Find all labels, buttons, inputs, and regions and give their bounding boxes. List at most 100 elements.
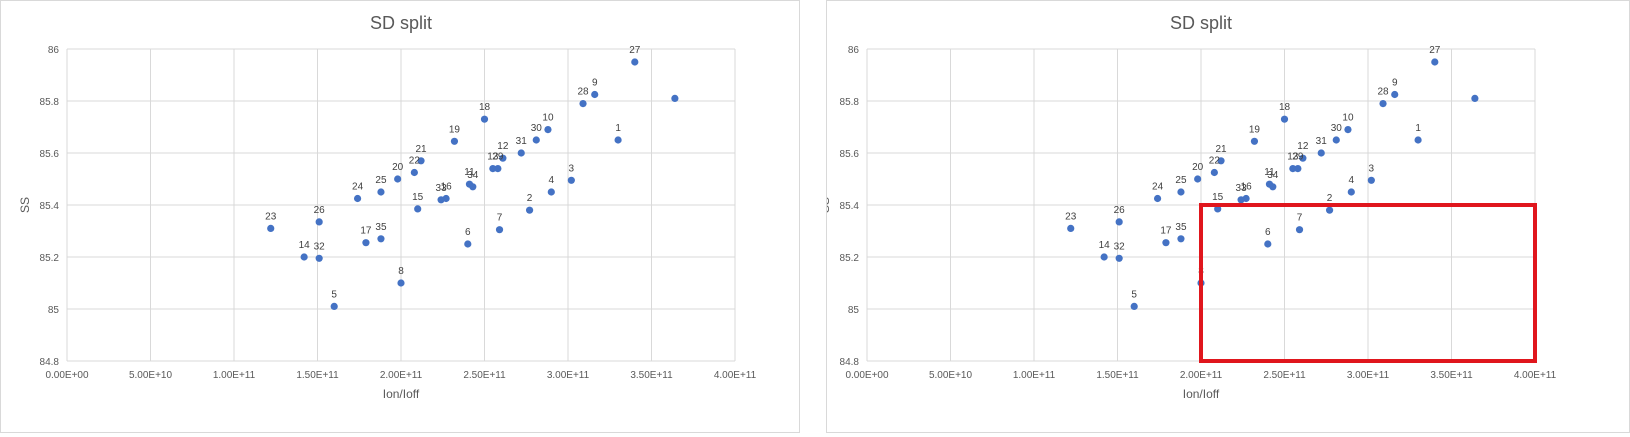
- point-label: 33: [1236, 183, 1248, 194]
- scatter-point: [1414, 136, 1422, 144]
- point-label: 21: [415, 144, 427, 155]
- point-label: 5: [331, 289, 337, 300]
- point-label: 35: [1175, 222, 1187, 233]
- scatter-point: [1264, 240, 1272, 248]
- point-label: 19: [449, 124, 461, 135]
- point-label: 8: [398, 266, 404, 277]
- point-label: 7: [1297, 213, 1303, 224]
- scatter-point: [410, 168, 418, 177]
- y-tick-label: 85.6: [40, 149, 60, 160]
- point-label: 12: [497, 141, 509, 152]
- point-label: 20: [392, 162, 404, 173]
- x-tick-label: 0.00E+00: [845, 370, 889, 381]
- point-label: 11: [464, 167, 475, 178]
- point-label: 22: [409, 156, 421, 167]
- point-label: 3: [1369, 163, 1375, 174]
- y-tick-label: 86: [48, 45, 60, 56]
- point-label: 27: [629, 45, 641, 56]
- scatter-point: [1214, 205, 1222, 213]
- point-label: 24: [352, 182, 364, 193]
- scatter-point: [330, 302, 338, 310]
- point-label: 10: [542, 113, 554, 124]
- scatter-point: [544, 126, 552, 134]
- x-tick-label: 2.50E+11: [1263, 370, 1306, 381]
- scatter-point: [1130, 302, 1138, 310]
- point-label: 14: [299, 240, 311, 251]
- point-label: 5: [1131, 289, 1137, 300]
- point-label: 29: [1292, 152, 1304, 163]
- scatter-point: [1332, 136, 1340, 144]
- scatter-point: [1294, 165, 1302, 173]
- point-label: 23: [265, 211, 277, 222]
- point-label: 23: [1065, 211, 1077, 222]
- scatter-point: [315, 254, 323, 262]
- scatter-point: [377, 235, 385, 243]
- scatter-point: [469, 183, 477, 191]
- point-label: 25: [375, 175, 387, 186]
- point-label: 17: [360, 226, 372, 237]
- point-label: 2: [1327, 193, 1333, 204]
- scatter-point: [1317, 149, 1325, 157]
- x-tick-label: 5.00E+10: [929, 370, 973, 381]
- scatter-point: [631, 58, 639, 66]
- point-label: 21: [1215, 144, 1227, 155]
- scatter-point: [1210, 168, 1218, 177]
- scatter-point: [525, 206, 534, 214]
- highlight-region: [1199, 203, 1537, 363]
- y-tick-label: 85: [848, 305, 860, 316]
- x-tick-label: 2.00E+11: [380, 370, 423, 381]
- scatter-point: [1115, 254, 1123, 262]
- chart-title: SD split: [1170, 13, 1232, 33]
- y-axis-label: SS: [827, 197, 832, 213]
- y-tick-label: 85.4: [840, 201, 860, 212]
- point-label: 32: [314, 241, 326, 252]
- scatter-point: [532, 136, 540, 144]
- x-tick-label: 3.50E+11: [1430, 370, 1473, 381]
- scatter-point: [1115, 218, 1123, 226]
- point-label: 9: [592, 78, 598, 89]
- scatter-point: [489, 165, 497, 173]
- point-label: 3: [569, 163, 575, 174]
- scatter-point: [1217, 157, 1225, 165]
- scatter-point: [353, 194, 362, 203]
- scatter-point: [394, 175, 402, 183]
- scatter-point: [437, 196, 445, 204]
- point-label: 28: [1377, 87, 1389, 98]
- point-label: 35: [375, 222, 387, 233]
- point-label: 18: [479, 102, 491, 113]
- scatter-point: [495, 226, 504, 234]
- x-tick-label: 3.50E+11: [630, 370, 673, 381]
- point-label: 7: [497, 213, 503, 224]
- x-tick-label: 1.50E+11: [1096, 370, 1139, 381]
- point-label: 9: [1392, 78, 1398, 89]
- point-label: 6: [465, 227, 471, 238]
- point-label: 22: [1209, 156, 1221, 167]
- y-tick-label: 86: [848, 45, 860, 56]
- scatter-chart-right: SD split 0.00E+00 5.00E+10 1.00E+11 1.50E+11…: [827, 13, 1557, 401]
- scatter-point: [1289, 165, 1297, 173]
- scatter-point: [267, 224, 275, 232]
- x-tick-label: 1.50E+11: [296, 370, 339, 381]
- scatter-point: [397, 279, 405, 287]
- scatter-point: [1162, 239, 1170, 247]
- y-tick-label: 85.2: [840, 253, 860, 264]
- scatter-point: [567, 176, 575, 184]
- scatter-point: [1269, 183, 1277, 191]
- scatter-point: [1344, 126, 1352, 134]
- y-tick-label: 85: [48, 305, 60, 316]
- y-axis-label: SS: [18, 197, 32, 213]
- point-label: 28: [577, 87, 589, 98]
- point-label: 19: [1249, 124, 1261, 135]
- point-label: 33: [436, 183, 448, 194]
- scatter-point: [377, 188, 385, 196]
- chart-title: SD split: [370, 13, 432, 33]
- scatter-chart-left: SD split 0.00E+00 5.00E+10 1.00E+11 1.50E+11…: [18, 13, 757, 401]
- scatter-point: [450, 137, 459, 145]
- scatter-point: [1237, 196, 1245, 204]
- scatter-point: [591, 90, 599, 99]
- scatter-point: [1177, 188, 1185, 196]
- scatter-point: [547, 188, 555, 196]
- point-label: 31: [1316, 136, 1328, 147]
- x-tick-label: 5.00E+10: [129, 370, 173, 381]
- point-label: 13: [1287, 152, 1299, 163]
